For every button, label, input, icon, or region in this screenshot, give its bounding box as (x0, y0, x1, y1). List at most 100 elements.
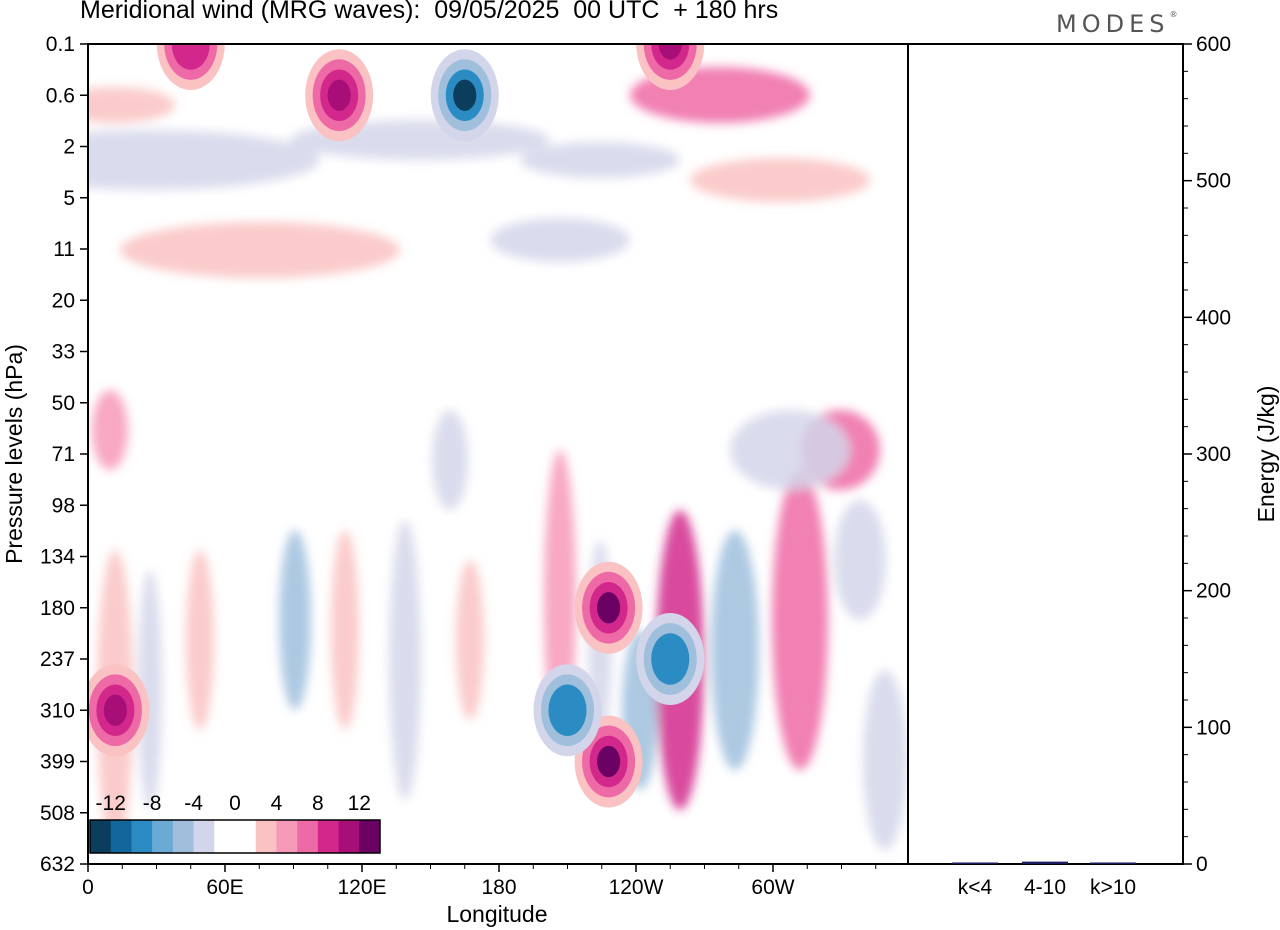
heatmap-contour (327, 79, 351, 111)
colorbar-swatch (110, 820, 132, 853)
heatmap-region (120, 222, 400, 278)
x-axis-title: Longitude (446, 901, 547, 927)
y-tick-label: 134 (40, 546, 75, 569)
heatmap-region (92, 390, 128, 470)
brand-logo: MODES® (1056, 10, 1177, 38)
y-tick-label: 20 (52, 289, 75, 312)
y-tick-label: 0.1 (46, 33, 75, 56)
colorbar-swatch (131, 820, 153, 853)
heatmap-cell (156, 44, 225, 90)
y-tick-label: 237 (40, 648, 75, 671)
y-tick-label: 50 (52, 392, 75, 415)
energy-panel-frame (907, 43, 1184, 865)
colorbar-label: 4 (271, 792, 283, 815)
heatmap-region (186, 550, 214, 730)
x-tick-label: 60W (751, 876, 794, 899)
heatmap-contour (597, 592, 621, 624)
brand-registered-mark: ® (1169, 10, 1178, 19)
energy-tick-label: 600 (1196, 33, 1231, 56)
y-tick-label: 71 (52, 443, 75, 466)
colorbar-label: 12 (348, 792, 371, 815)
y-axis: 0.1 0.6 2 5 11 20 33 50 71 98 134 180 237 310 399 508 63… (40, 33, 88, 876)
energy-bar (1022, 861, 1068, 864)
heatmap-region (772, 470, 828, 770)
heatmap-cell (636, 44, 705, 90)
x-tick-label: 60E (206, 876, 243, 899)
heatmap-cell (533, 664, 602, 757)
colorbar-swatch (152, 820, 174, 853)
colorbar-label: 8 (312, 792, 324, 815)
y-tick-label: 399 (40, 751, 75, 774)
energy-bars: k<4 4-10 k>10 (952, 861, 1136, 899)
energy-category-label: k>10 (1090, 876, 1136, 899)
heatmap-region (834, 500, 886, 620)
heatmap-contour (453, 79, 477, 111)
colorbar-swatch (276, 820, 298, 853)
heatmap-contour (658, 643, 682, 675)
x-tick-label: 180 (481, 876, 516, 899)
y-tick-label: 98 (52, 494, 75, 517)
energy-tick-label: 500 (1196, 170, 1231, 193)
brand-text: MODES (1056, 10, 1170, 38)
heatmap-region (138, 570, 162, 810)
colorbar-swatch (338, 820, 360, 853)
colorbar: -12 -8 -4 0 4 8 12 (89, 792, 381, 854)
heatmap-region (389, 520, 421, 800)
heatmap-contour (597, 745, 621, 778)
energy-axis-title: Energy (J/kg) (1253, 386, 1279, 523)
heatmap-region (456, 560, 484, 720)
chart-title: Meridional wind (MRG waves): 09/05/2025 … (80, 0, 779, 24)
energy-bar (952, 862, 998, 864)
y-tick-label: 0.6 (46, 84, 75, 107)
energy-tick-label: 300 (1196, 443, 1231, 466)
energy-tick-label: 200 (1196, 580, 1231, 603)
x-tick-label: 120E (337, 876, 386, 899)
y-tick-label: 2 (63, 136, 75, 159)
heatmap-cell (305, 49, 374, 142)
colorbar-swatch (235, 820, 257, 853)
heatmap-region (490, 218, 630, 262)
colorbar-label: -12 (96, 792, 126, 815)
heatmap-region (711, 530, 759, 770)
y-tick-label: 632 (40, 853, 75, 876)
heatmap-region (88, 87, 175, 123)
heatmap-contour (179, 44, 203, 60)
energy-category-label: 4-10 (1024, 876, 1066, 899)
colorbar-swatch (90, 820, 112, 853)
colorbar-swatch (317, 820, 340, 853)
energy-bar (1090, 862, 1136, 864)
x-axis: 0 60E 120E 180 120W 60W (82, 864, 877, 899)
heatmap-region (279, 530, 311, 710)
energy-axis: 0 100 200 300 400 500 600 (1183, 33, 1231, 876)
colorbar-frame (89, 819, 381, 854)
heatmap-cell (430, 49, 499, 142)
y-axis-title: Pressure levels (hPa) (1, 344, 27, 564)
colorbar-swatch (297, 820, 319, 853)
colorbar-label: -4 (184, 792, 203, 815)
colorbar-swatch (359, 820, 381, 853)
colorbar-label: 0 (229, 792, 241, 815)
energy-category-label: k<4 (958, 876, 993, 899)
y-tick-label: 180 (40, 597, 75, 620)
heatmap-region (432, 410, 468, 510)
heatmap-contour (555, 694, 580, 726)
x-tick-label: 0 (82, 876, 94, 899)
colorbar-swatch (172, 820, 195, 853)
y-tick-label: 5 (63, 187, 75, 210)
heatmap-contour (103, 694, 127, 726)
colorbar-swatch (214, 820, 236, 853)
y-tick-label: 11 (53, 238, 75, 261)
heatmap-region (88, 130, 320, 190)
colorbar-swatch (255, 820, 277, 853)
heatmap-region (331, 530, 359, 730)
colorbar-swatch (193, 820, 215, 853)
heatmap-region (863, 670, 907, 850)
energy-tick-label: 400 (1196, 306, 1231, 329)
heatmap-cell (88, 664, 150, 757)
heatmap (88, 44, 907, 850)
y-tick-label: 33 (52, 341, 75, 364)
energy-tick-label: 0 (1196, 853, 1208, 876)
colorbar-label: -8 (143, 792, 162, 815)
heatmap-region (520, 142, 680, 178)
y-tick-label: 310 (40, 699, 75, 722)
